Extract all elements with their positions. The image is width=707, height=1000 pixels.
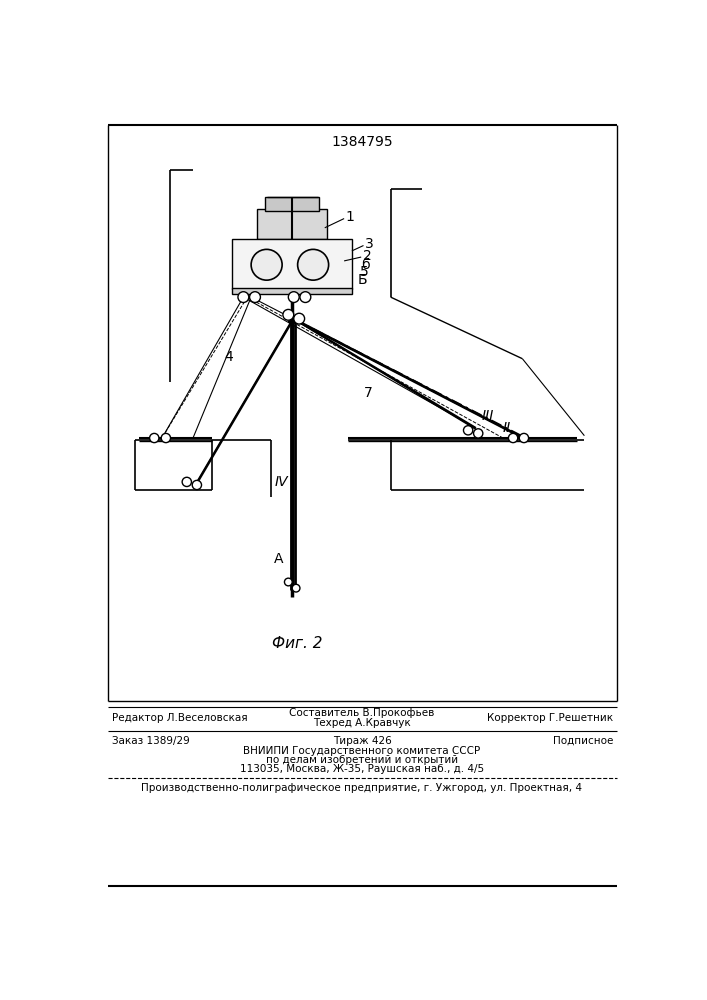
Text: II: II [503,421,511,435]
Text: Производственно-полиграфическое предприятие, г. Ужгород, ул. Проектная, 4: Производственно-полиграфическое предприя… [141,783,583,793]
Circle shape [238,292,249,302]
Text: Подписное: Подписное [553,736,613,746]
Text: 1384795: 1384795 [331,135,393,149]
Circle shape [150,433,159,443]
Text: 7: 7 [363,386,373,400]
Text: Фиг. 2: Фиг. 2 [272,636,323,651]
Bar [232,239,352,289]
Text: Заказ 1389/29: Заказ 1389/29 [112,736,189,746]
Text: 5: 5 [360,265,368,279]
Circle shape [283,309,293,320]
Text: 113035, Москва, Ж-35, Раушская наб., д. 4/5: 113035, Москва, Ж-35, Раушская наб., д. … [240,764,484,774]
Text: б: б [361,258,370,272]
Text: 2: 2 [363,249,371,263]
Text: 4: 4 [224,350,233,364]
Text: Техред А.Кравчук: Техред А.Кравчук [313,718,411,728]
Circle shape [161,433,170,443]
Bar [265,197,320,211]
Circle shape [288,292,299,302]
Circle shape [474,429,483,438]
Bar [232,288,352,294]
Circle shape [250,292,260,302]
Text: ВНИИПИ Государственного комитета СССР: ВНИИПИ Государственного комитета СССР [243,746,481,756]
Text: Редактор Л.Веселовская: Редактор Л.Веселовская [112,713,247,723]
Text: Корректор Г.Решетник: Корректор Г.Решетник [487,713,613,723]
Text: по делам изобретений и открытий: по делам изобретений и открытий [266,755,458,765]
Circle shape [300,292,311,302]
Circle shape [192,480,201,490]
Circle shape [182,477,192,487]
Bar [257,209,327,239]
Circle shape [293,313,305,324]
Text: A: A [274,552,284,566]
Circle shape [464,426,473,435]
Text: Б: Б [358,273,368,287]
Text: IV: IV [274,475,288,489]
Text: III: III [482,409,494,423]
Circle shape [298,249,329,280]
Text: Составитель В.Прокофьев: Составитель В.Прокофьев [289,708,435,718]
Circle shape [284,578,292,586]
Circle shape [292,584,300,592]
Circle shape [508,433,518,443]
Text: 3: 3 [365,237,374,251]
Circle shape [519,433,529,443]
Text: 1: 1 [346,210,354,224]
Circle shape [251,249,282,280]
Text: Тираж 426: Тираж 426 [332,736,392,746]
